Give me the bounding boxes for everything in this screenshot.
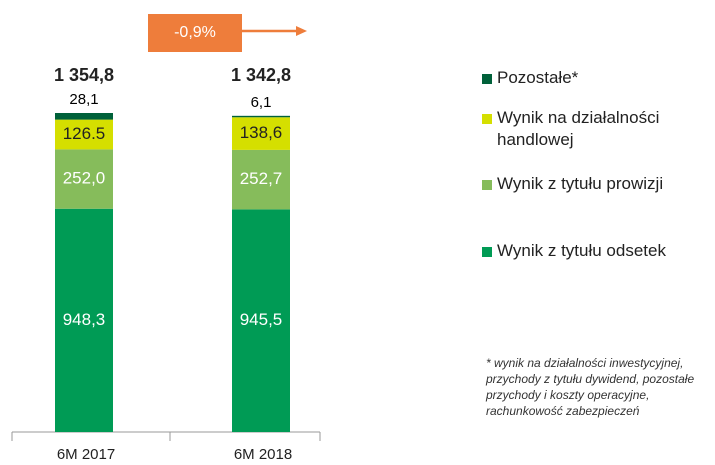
legend-label: Wynik z tytułu prowizji [497, 174, 664, 193]
legend-item: Wynik z tytułu odsetek [482, 240, 714, 262]
x-tick-label: 6M 2017 [57, 446, 115, 463]
data-label: 948,3 [63, 310, 106, 329]
bar-segment [55, 113, 113, 120]
legend-swatch [482, 114, 492, 124]
footnote: * wynik na działalności inwestycyjnej, p… [486, 356, 695, 418]
annotation: -0,9% [174, 24, 216, 41]
data-label: 252,7 [240, 169, 283, 188]
legend-item: Wynik z tytułu prowizji [482, 173, 714, 195]
data-label: 28,1 [69, 91, 98, 108]
bar-segment [55, 208, 113, 432]
total-label: 1 342,8 [231, 65, 291, 85]
legend-label: Wynik z tytułu odsetek [497, 241, 666, 260]
legend-item: Pozostałe* [482, 67, 714, 89]
legend-label: Wynik na działalności handlowej [497, 108, 660, 149]
data-label: 945,5 [240, 310, 283, 329]
bar-segment [55, 149, 113, 209]
legend-swatch [482, 180, 492, 190]
arrow-head [296, 26, 307, 36]
bar-segment [232, 209, 290, 432]
legend-swatch [482, 74, 492, 84]
data-label: 126.5 [63, 124, 106, 143]
bar-segment [232, 117, 290, 150]
data-label: 6,1 [251, 94, 272, 111]
data-label: 138,6 [240, 123, 283, 142]
legend-label: Pozostałe* [497, 68, 579, 87]
x-tick-label: 6M 2018 [234, 446, 292, 463]
bar-segment [232, 115, 290, 118]
legend-item: Wynik na działalności handlowej [482, 107, 714, 151]
bar-segment [232, 149, 290, 210]
total-label: 1 354,8 [54, 65, 114, 85]
data-label: 252,0 [63, 169, 106, 188]
legend-swatch [482, 247, 492, 257]
bar-segment [55, 119, 113, 150]
annotation-box [148, 14, 242, 52]
